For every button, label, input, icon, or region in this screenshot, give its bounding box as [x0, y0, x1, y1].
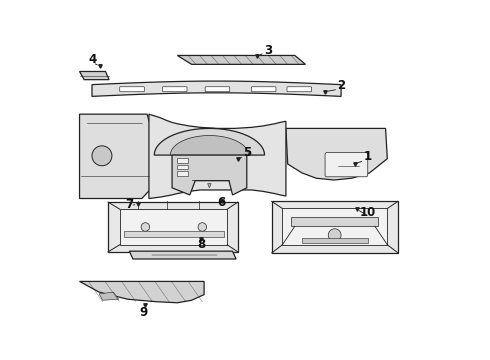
Polygon shape [149, 114, 286, 198]
Text: 9: 9 [140, 306, 147, 319]
Polygon shape [291, 217, 378, 226]
FancyBboxPatch shape [325, 153, 368, 177]
Polygon shape [99, 292, 119, 300]
FancyBboxPatch shape [120, 87, 144, 92]
Bar [177, 171, 188, 176]
FancyBboxPatch shape [287, 87, 312, 92]
Polygon shape [208, 184, 211, 188]
Polygon shape [282, 208, 387, 245]
Text: 3: 3 [264, 44, 272, 57]
FancyBboxPatch shape [163, 87, 187, 92]
Text: 6: 6 [218, 195, 226, 208]
Polygon shape [302, 238, 368, 243]
FancyBboxPatch shape [251, 87, 276, 92]
Polygon shape [108, 202, 238, 252]
Circle shape [141, 223, 149, 231]
Polygon shape [129, 251, 236, 259]
Circle shape [198, 223, 207, 231]
Circle shape [328, 229, 341, 242]
Bar [177, 158, 188, 163]
Text: 5: 5 [243, 146, 251, 159]
Text: 8: 8 [197, 238, 206, 251]
Polygon shape [154, 129, 265, 155]
Polygon shape [271, 201, 398, 253]
Polygon shape [286, 129, 387, 180]
Text: 2: 2 [337, 79, 345, 92]
Polygon shape [79, 282, 204, 303]
Polygon shape [120, 209, 227, 245]
Text: 10: 10 [360, 206, 376, 219]
Text: 4: 4 [89, 53, 97, 66]
Circle shape [92, 146, 112, 166]
Polygon shape [172, 155, 247, 195]
Polygon shape [171, 135, 248, 155]
Polygon shape [79, 114, 152, 198]
Polygon shape [177, 55, 305, 64]
Polygon shape [92, 81, 341, 96]
Polygon shape [79, 72, 109, 80]
Bar [177, 165, 188, 169]
Text: 1: 1 [364, 150, 372, 163]
Text: 7: 7 [125, 198, 133, 211]
FancyBboxPatch shape [205, 87, 230, 92]
Polygon shape [124, 230, 223, 237]
